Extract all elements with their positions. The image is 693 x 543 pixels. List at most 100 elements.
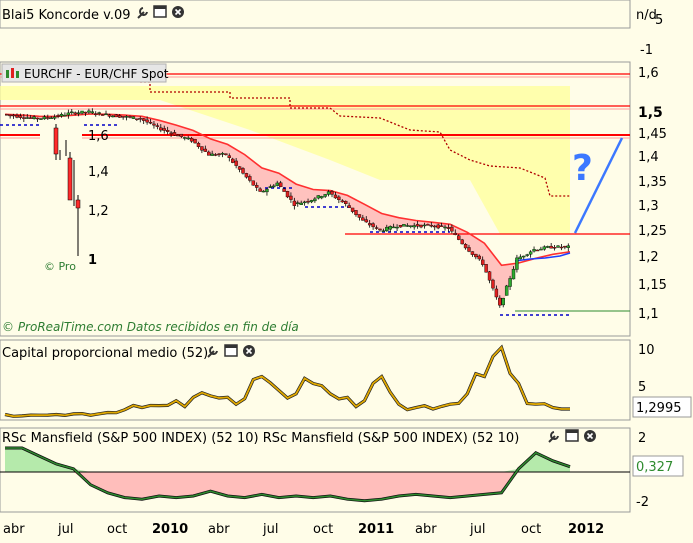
candle-down — [121, 116, 125, 118]
candle-down — [141, 118, 146, 121]
candle-down — [426, 224, 430, 226]
candle-up — [501, 297, 505, 306]
candle-down — [361, 217, 365, 221]
candle-down — [467, 247, 471, 252]
candle-down — [498, 297, 502, 306]
candle-up — [320, 196, 324, 199]
x-axis-label: oct — [521, 522, 541, 537]
candle-down — [18, 115, 23, 118]
maximize-icon[interactable] — [224, 344, 238, 357]
price-tick: 1,3 — [638, 199, 659, 214]
candle-down — [165, 130, 170, 132]
mansfield-tick: -2 — [636, 495, 649, 510]
price-candles — [5, 108, 570, 308]
candle-down — [282, 188, 286, 192]
candle-down — [378, 228, 382, 231]
candle-up — [268, 186, 273, 189]
koncorde-axis-tick: 5 — [655, 13, 663, 28]
candle-up — [409, 225, 413, 227]
candle-up — [131, 116, 136, 119]
candle-down — [193, 139, 197, 144]
mansfield-negative-fill — [5, 472, 570, 501]
candle-up — [302, 201, 307, 204]
candle-down — [306, 201, 310, 203]
candle-down — [231, 158, 235, 163]
candle-down — [350, 207, 355, 212]
candle-up — [124, 116, 129, 118]
candle-up — [66, 112, 71, 116]
candle-down — [330, 191, 334, 195]
candle-down — [289, 195, 293, 200]
candle-up — [186, 137, 190, 140]
maximize-icon[interactable] — [565, 429, 579, 442]
candle-down — [73, 112, 77, 115]
candle-down — [248, 176, 252, 181]
candle-down — [433, 225, 437, 228]
candle-down — [217, 153, 221, 156]
candle-down — [429, 224, 434, 227]
wrench-icon[interactable] — [548, 431, 559, 443]
candle-down — [8, 114, 12, 117]
x-axis-label: abr — [415, 522, 437, 537]
candle-up — [309, 200, 314, 203]
candle-up — [405, 225, 410, 227]
candle-down — [563, 245, 567, 248]
candle-down — [152, 123, 156, 126]
candle-up — [381, 230, 386, 232]
trailing-stop-line — [140, 81, 570, 197]
candle-down — [398, 225, 403, 228]
close-icon[interactable] — [584, 430, 596, 442]
price-tick: 1,45 — [638, 127, 667, 142]
koncorde-title: Blai5 Koncorde v.09 — [2, 8, 131, 23]
koncorde-axis-tick: -1 — [640, 43, 653, 58]
capital-line — [4, 345, 570, 418]
candle-down — [549, 245, 553, 249]
candle-down — [244, 173, 249, 178]
candle-down — [128, 116, 132, 118]
mansfield-line — [5, 447, 571, 502]
price-tick: 1,6 — [638, 66, 659, 81]
candle-down — [83, 111, 88, 114]
wrench-icon[interactable] — [137, 7, 148, 19]
candle-down — [463, 244, 468, 249]
candle-up — [52, 116, 57, 119]
accumulation-zone — [0, 86, 570, 234]
capital-value-box — [632, 396, 692, 418]
candle-down — [114, 114, 118, 118]
close-icon[interactable] — [172, 6, 184, 18]
candle-up — [323, 194, 327, 197]
candlestick-icon — [6, 68, 19, 78]
candle-down — [292, 200, 297, 206]
inset-tick: 1,2 — [88, 204, 109, 219]
time-axis: abr jul oct 2010 abr jul oct 2011 abr jul oct 2012 — [3, 522, 604, 537]
inset-footer: © Pro — [44, 260, 76, 273]
candle-up — [395, 226, 399, 229]
instrument-header — [1, 63, 167, 83]
inset-tick: 1 — [88, 253, 97, 268]
candle-up — [566, 245, 570, 248]
wrench-icon[interactable] — [207, 346, 218, 358]
candle-up — [443, 226, 447, 229]
candle-up — [299, 202, 303, 205]
x-axis-label: jul — [262, 522, 278, 537]
close-icon[interactable] — [243, 345, 255, 357]
candle-down — [179, 133, 184, 137]
candle-up — [59, 113, 64, 117]
candle-up — [515, 257, 519, 270]
candle-up — [385, 226, 389, 232]
capital-panel — [0, 339, 631, 421]
candle-down — [46, 117, 50, 119]
candle-down — [234, 160, 238, 166]
candle-up — [528, 251, 533, 255]
candle-up — [76, 112, 81, 114]
candle-down — [439, 225, 444, 227]
instrument-label: EURCHF - EUR/CHF Spot — [24, 67, 169, 81]
candle-down — [258, 188, 262, 192]
candle-up — [412, 225, 416, 228]
mansfield-value-label: 0,327 — [636, 460, 673, 475]
candle-up — [104, 113, 108, 116]
koncorde-panel — [0, 0, 631, 29]
maximize-icon[interactable] — [153, 5, 167, 18]
candle-down — [118, 115, 122, 118]
candle-down — [278, 182, 283, 188]
